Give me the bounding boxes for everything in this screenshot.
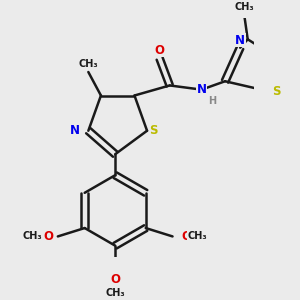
Text: S: S [149, 124, 158, 137]
Text: CH₃: CH₃ [105, 289, 125, 298]
Text: CH₃: CH₃ [23, 231, 43, 242]
Text: CH₃: CH₃ [235, 2, 254, 12]
Text: O: O [182, 230, 192, 243]
Text: N: N [235, 34, 245, 47]
Text: S: S [272, 85, 281, 98]
Text: O: O [44, 230, 54, 243]
Text: O: O [154, 44, 165, 57]
Text: O: O [110, 273, 120, 286]
Text: CH₃: CH₃ [188, 231, 208, 242]
Text: N: N [70, 124, 80, 137]
Text: N: N [196, 83, 207, 96]
Text: CH₃: CH₃ [79, 58, 98, 69]
Text: H: H [208, 95, 217, 106]
